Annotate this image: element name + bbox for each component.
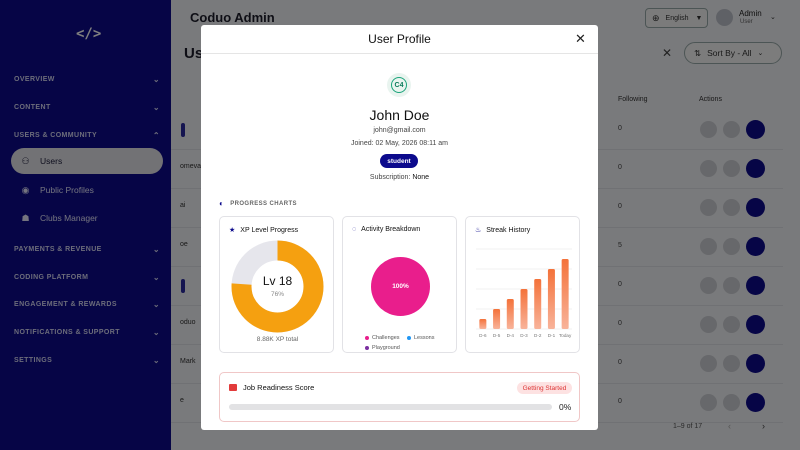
streak-bar xyxy=(534,279,542,329)
job-readiness-title: Job Readiness Score xyxy=(229,383,314,392)
streak-bar xyxy=(506,299,514,329)
xp-total: 8.88K XP total xyxy=(256,336,299,343)
xp-donut-fill xyxy=(231,240,324,333)
activity-breakdown-card: ◌ Activity Breakdown 100% Challenges Les… xyxy=(342,216,457,353)
avatar-initials: C4 xyxy=(391,77,407,93)
job-readiness-percent: 0% xyxy=(559,402,572,412)
flame-icon: ♨ xyxy=(475,227,482,234)
profile-name: John Doe xyxy=(369,107,430,123)
legend-swatch xyxy=(365,336,369,340)
legend-label: Playground xyxy=(372,345,400,351)
subscription-value: None xyxy=(412,174,430,181)
streak-bar-chart: D-6 D-5 D-4 D-3 D-2 D-1 Today xyxy=(476,248,572,338)
refresh-icon: ◌ xyxy=(352,226,357,233)
x-tick-label: D-3 xyxy=(520,333,528,338)
subscription-label: Subscription: xyxy=(369,174,411,181)
avatar: C4 xyxy=(387,73,411,97)
legend-item-playground: Playground xyxy=(365,345,400,351)
card-title: ♨ Streak History xyxy=(475,226,531,235)
card-title-label: XP Level Progress xyxy=(240,226,299,234)
xp-donut-chart xyxy=(231,240,324,333)
job-readiness-progress-track xyxy=(229,404,552,410)
card-title: ★ XP Level Progress xyxy=(229,226,299,235)
star-icon: ★ xyxy=(229,227,236,234)
close-icon[interactable]: ✕ xyxy=(575,31,586,46)
xp-percent: 76% xyxy=(270,291,284,298)
role-badge: student xyxy=(380,154,418,168)
legend-label: Challenges xyxy=(372,335,400,341)
streak-bar xyxy=(547,269,555,329)
job-readiness-card: Job Readiness Score Getting Started 0% xyxy=(219,372,580,422)
xp-level: Lv 18 xyxy=(262,274,293,288)
pie-data-label: 100% xyxy=(392,283,409,290)
streak-bar xyxy=(493,309,501,329)
card-title: ◌ Activity Breakdown xyxy=(352,226,420,233)
subscription-status: Subscription: None xyxy=(201,174,598,181)
status-badge: Getting Started xyxy=(517,382,572,394)
streak-bar xyxy=(561,259,569,329)
x-tick-label: D-2 xyxy=(534,333,542,338)
modal-header: User Profile ✕ xyxy=(201,25,598,54)
x-tick-label: D-1 xyxy=(548,333,556,338)
legend-item-challenges: Challenges xyxy=(365,335,400,341)
profile-email: john@gmail.com xyxy=(373,127,426,134)
streak-bar xyxy=(520,289,528,329)
progress-charts-heading: ◐ PROGRESS CHARTS xyxy=(219,199,297,208)
job-readiness-label: Job Readiness Score xyxy=(243,383,315,392)
legend-swatch xyxy=(407,336,411,340)
chart-icon: ◐ xyxy=(219,199,225,208)
legend-swatch xyxy=(365,346,369,350)
activity-pie-slice-challenges: 100% xyxy=(371,257,430,316)
streak-history-card: ♨ Streak History D-6 D-5 D-4 D-3 D-2 D-1 Today xyxy=(465,216,580,353)
modal-title: User Profile xyxy=(368,32,431,46)
x-tick-label: Today xyxy=(559,333,572,338)
x-tick-label: D-5 xyxy=(493,333,501,338)
streak-bar xyxy=(479,319,487,329)
section-heading-label: PROGRESS CHARTS xyxy=(230,200,297,207)
card-title-label: Activity Breakdown xyxy=(361,226,421,233)
legend-label: Lessons xyxy=(414,335,435,341)
x-tick-label: D-6 xyxy=(479,333,487,338)
profile-joined-date: Joined: 02 May, 2026 08:11 am xyxy=(350,140,449,147)
xp-progress-card: ★ XP Level Progress Lv 18 76% 8.88K XP t… xyxy=(219,216,334,353)
card-title-label: Streak History xyxy=(486,226,531,234)
legend-item-lessons: Lessons xyxy=(407,335,435,341)
x-tick-label: D-4 xyxy=(507,333,515,338)
user-profile-modal: User Profile ✕ C4 John Doe john@gmail.co… xyxy=(201,25,598,430)
briefcase-icon xyxy=(229,384,237,391)
